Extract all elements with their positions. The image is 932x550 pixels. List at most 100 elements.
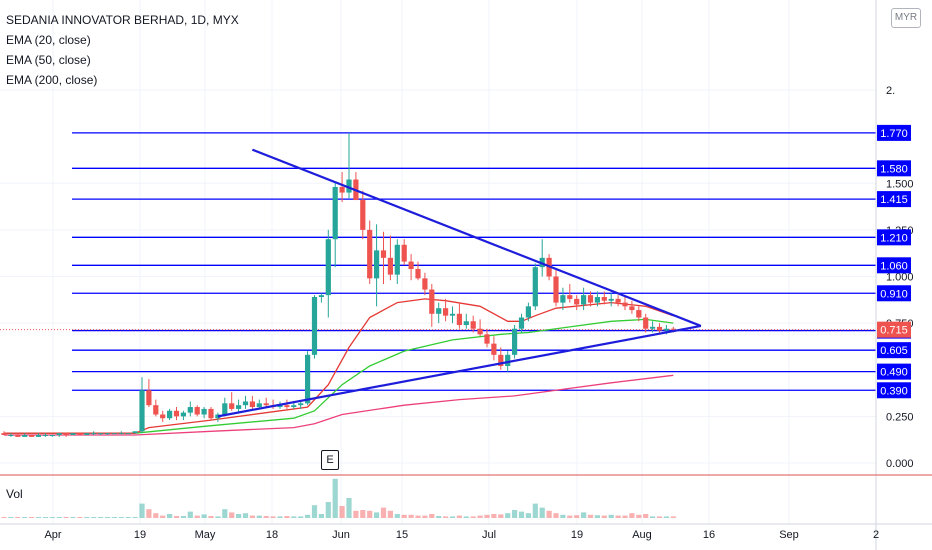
earnings-marker[interactable]: E — [321, 450, 339, 470]
volume-bar — [574, 515, 580, 518]
volume-bar — [477, 515, 483, 518]
candle-body — [104, 433, 111, 435]
volume-bar — [436, 516, 442, 518]
volume-bar — [91, 517, 97, 518]
candle-body — [394, 244, 400, 275]
volume-bar — [643, 514, 649, 518]
candle — [491, 336, 497, 361]
volume-bar — [601, 515, 607, 518]
candle — [636, 306, 642, 322]
level-price-badge: 1.210 — [877, 229, 911, 246]
volume-bar — [35, 517, 42, 518]
candle-body — [574, 298, 580, 305]
candle-body — [236, 405, 242, 409]
candle — [84, 433, 90, 436]
level-price-badge: 1.415 — [877, 191, 911, 208]
level-price-badge: 1.770 — [877, 124, 911, 141]
candle-body — [622, 302, 628, 307]
volume-bar — [512, 510, 518, 518]
volume-bar — [15, 517, 21, 518]
x-tick-label: Sep — [779, 529, 799, 541]
candle — [104, 433, 111, 436]
volume-bar — [470, 516, 476, 518]
candle — [70, 433, 76, 436]
volume-bar — [1, 517, 7, 518]
candle-body — [180, 412, 186, 417]
candle — [415, 261, 421, 281]
ema20-line — [4, 298, 674, 434]
level-badge-text: 0.910 — [880, 288, 908, 300]
volume-bar — [125, 517, 131, 518]
candle-body — [256, 403, 262, 408]
x-tick-label: 15 — [396, 529, 408, 541]
volume-bar — [173, 516, 180, 518]
volume-bar — [132, 517, 138, 518]
candle — [512, 324, 518, 359]
candle — [484, 328, 490, 348]
candle-body — [594, 297, 600, 303]
candle-body — [491, 343, 497, 355]
volume-bar — [429, 514, 435, 518]
chart-legend: SEDANIA INNOVATOR BERHAD, 1D, MYX EMA (2… — [6, 10, 239, 90]
candle — [15, 433, 21, 437]
candle-body — [118, 433, 124, 435]
volume-bar — [650, 516, 656, 518]
candle-body — [153, 405, 159, 415]
volume-bar — [443, 516, 449, 518]
currency-badge[interactable]: MYR — [891, 8, 921, 28]
candle-body — [636, 310, 642, 318]
candle — [387, 235, 393, 281]
candle-body — [84, 433, 90, 436]
volume-bar — [84, 517, 90, 518]
volume-bar — [367, 510, 373, 518]
candle-body — [318, 295, 324, 298]
volume-bar — [104, 517, 111, 518]
ema200-line — [4, 374, 674, 436]
candle-body — [512, 328, 518, 355]
horizontal-levels — [0, 132, 876, 391]
level-badge-text: 0.605 — [880, 345, 908, 357]
candle-body — [242, 401, 249, 406]
candle-body — [422, 278, 428, 290]
volume-bar — [594, 515, 600, 518]
ema50-line — [4, 318, 674, 434]
volume-bar — [180, 516, 186, 518]
level-price-badge: 1.060 — [877, 257, 911, 274]
volume-bar — [98, 517, 104, 518]
volume-bar — [118, 517, 124, 518]
candle-body — [346, 179, 352, 193]
volume-bar — [394, 514, 400, 518]
candle — [539, 239, 545, 277]
volume-bar — [374, 512, 380, 518]
time-axis-labels: Apr 19 May 18 Jun 15 Jul 19 Aug 16 Sep 2 — [44, 529, 879, 541]
volume-bar — [656, 516, 663, 518]
volume-bar — [353, 510, 359, 518]
candle — [477, 319, 483, 337]
candle — [518, 313, 525, 333]
candle-body — [263, 403, 269, 406]
candle — [153, 399, 159, 417]
candle-body — [311, 297, 318, 355]
level-badge-text: 1.580 — [880, 163, 908, 175]
volume-bar — [153, 513, 159, 518]
level-price-badge: 0.490 — [877, 363, 911, 380]
level-price-badge: 0.390 — [877, 382, 911, 399]
candle-body — [77, 433, 83, 436]
candle-body — [91, 433, 97, 435]
candle — [470, 315, 476, 333]
level-price-badge: 0.605 — [877, 342, 911, 359]
candle-body — [284, 405, 290, 408]
volume-bar — [449, 516, 456, 518]
candle-body — [553, 276, 559, 303]
candle — [146, 379, 152, 408]
candle — [201, 407, 207, 419]
candle — [236, 399, 242, 413]
candle-body — [484, 334, 490, 344]
candle — [111, 433, 117, 435]
legend-title: SEDANIA INNOVATOR BERHAD, 1D, MYX — [6, 13, 239, 27]
level-price-badge: 1.580 — [877, 160, 911, 177]
candle — [456, 302, 462, 329]
volume-bar — [139, 503, 145, 518]
